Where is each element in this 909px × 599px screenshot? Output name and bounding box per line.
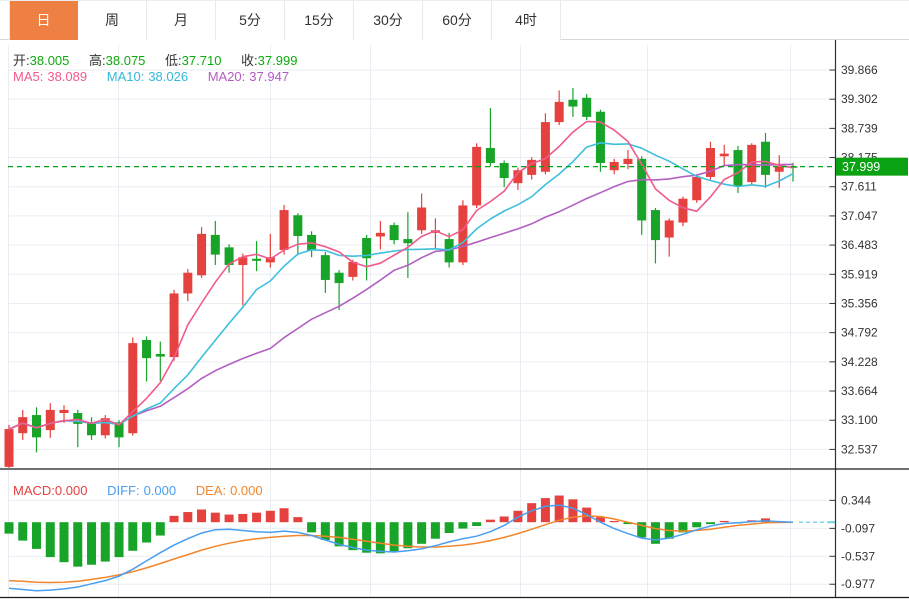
ma10-line bbox=[8, 142, 794, 430]
svg-text:37.999: 37.999 bbox=[842, 160, 880, 174]
macd-axis-labels: 0.344 -0.097 -0.537 -0.977 bbox=[829, 493, 875, 591]
high-value: 38.075 bbox=[105, 53, 146, 68]
svg-text:32.537: 32.537 bbox=[841, 442, 878, 456]
open-label: 开: bbox=[13, 53, 30, 68]
ma5-label: MA5: bbox=[13, 69, 44, 84]
svg-text:37.047: 37.047 bbox=[841, 209, 878, 223]
tab-month[interactable]: 月 bbox=[147, 1, 216, 40]
current-price-badge: 37.999 bbox=[836, 157, 908, 176]
dea-value: 0.000 bbox=[230, 483, 263, 498]
ma10-label: MA10: bbox=[106, 69, 145, 84]
price-axis-labels: 39.86639.30238.73938.17537.61137.04736.4… bbox=[829, 63, 878, 456]
candles-layer bbox=[4, 87, 798, 468]
period-tabbar: 日 周 月 5分 15分 30分 60分 4时 bbox=[0, 0, 909, 40]
macd-legend: MACD:0.000 DIFF: 0.000 DEA: 0.000 bbox=[13, 483, 263, 498]
svg-text:-0.537: -0.537 bbox=[841, 549, 875, 563]
low-value: 37.710 bbox=[181, 53, 222, 68]
ohlc-legend: 开:38.005 高:38.075 低:37.710 收:37.999 bbox=[13, 50, 297, 69]
svg-text:38.739: 38.739 bbox=[841, 121, 878, 135]
svg-text:36.483: 36.483 bbox=[841, 238, 878, 252]
dea-label: DEA: bbox=[195, 483, 227, 498]
ma20-value: 37.947 bbox=[249, 69, 290, 84]
tab-15min[interactable]: 15分 bbox=[285, 1, 354, 40]
tab-30min[interactable]: 30分 bbox=[354, 1, 423, 40]
macd-label: MACD: bbox=[13, 483, 55, 498]
ma5-value: 38.089 bbox=[47, 69, 88, 84]
ma10-value: 38.026 bbox=[148, 69, 189, 84]
svg-text:35.919: 35.919 bbox=[841, 267, 878, 281]
svg-text:-0.097: -0.097 bbox=[841, 521, 875, 535]
svg-text:33.664: 33.664 bbox=[841, 384, 878, 398]
right-axis bbox=[0, 40, 909, 599]
high-label: 高: bbox=[89, 53, 106, 68]
dea-line bbox=[8, 515, 794, 584]
tab-week[interactable]: 周 bbox=[78, 1, 147, 40]
tab-5min[interactable]: 5分 bbox=[216, 1, 285, 40]
svg-text:35.356: 35.356 bbox=[841, 296, 878, 310]
ma20-label: MA20: bbox=[207, 69, 246, 84]
ma5-line bbox=[8, 120, 794, 430]
svg-text:-0.977: -0.977 bbox=[841, 577, 875, 591]
tab-4hour[interactable]: 4时 bbox=[492, 1, 561, 40]
close-value: 37.999 bbox=[257, 53, 298, 68]
svg-text:37.611: 37.611 bbox=[841, 180, 877, 194]
svg-text:39.866: 39.866 bbox=[841, 63, 878, 77]
macd-grid bbox=[8, 470, 830, 598]
diff-line bbox=[8, 504, 794, 592]
tab-60min[interactable]: 60分 bbox=[423, 1, 492, 40]
macd-value: 0.000 bbox=[54, 483, 88, 498]
ma-legend: MA5: 38.089 MA10: 38.026 MA20: 37.947 bbox=[13, 69, 289, 84]
open-value: 38.005 bbox=[29, 53, 70, 68]
diff-label: DIFF: bbox=[107, 483, 140, 498]
low-label: 低: bbox=[165, 53, 182, 68]
close-label: 收: bbox=[241, 53, 258, 68]
svg-text:33.100: 33.100 bbox=[841, 413, 878, 427]
svg-text:0.344: 0.344 bbox=[841, 493, 871, 507]
diff-value: 0.000 bbox=[143, 483, 177, 498]
svg-text:34.792: 34.792 bbox=[841, 326, 878, 340]
tab-day[interactable]: 日 bbox=[9, 1, 78, 40]
svg-text:34.228: 34.228 bbox=[841, 355, 878, 369]
svg-text:39.302: 39.302 bbox=[841, 92, 878, 106]
